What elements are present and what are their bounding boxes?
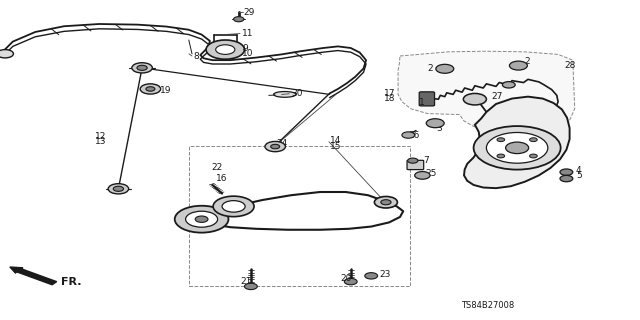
Circle shape xyxy=(146,87,155,91)
Circle shape xyxy=(374,196,397,208)
Circle shape xyxy=(244,283,257,290)
Circle shape xyxy=(381,200,391,205)
FancyBboxPatch shape xyxy=(407,160,424,170)
Circle shape xyxy=(497,154,505,158)
Text: 2: 2 xyxy=(525,57,531,66)
Circle shape xyxy=(222,201,245,212)
Text: 9: 9 xyxy=(242,44,248,53)
Circle shape xyxy=(206,40,244,59)
Circle shape xyxy=(0,50,13,58)
Circle shape xyxy=(509,61,527,70)
Circle shape xyxy=(529,138,537,142)
FancyBboxPatch shape xyxy=(419,92,435,106)
Text: 8: 8 xyxy=(193,52,199,60)
Circle shape xyxy=(506,142,529,154)
Text: 1: 1 xyxy=(419,98,425,107)
Text: 16: 16 xyxy=(216,174,228,183)
Circle shape xyxy=(140,84,161,94)
Text: 23: 23 xyxy=(379,270,390,279)
Text: 17: 17 xyxy=(384,89,396,98)
Text: 14: 14 xyxy=(330,136,341,145)
Circle shape xyxy=(271,144,280,149)
Text: 5: 5 xyxy=(576,171,582,180)
Circle shape xyxy=(365,273,378,279)
Circle shape xyxy=(426,119,444,128)
Text: 30: 30 xyxy=(291,89,303,98)
Circle shape xyxy=(474,126,561,170)
Text: TS84B27008: TS84B27008 xyxy=(461,301,514,310)
Text: 13: 13 xyxy=(95,137,106,146)
Circle shape xyxy=(137,65,147,70)
Circle shape xyxy=(529,154,537,158)
Circle shape xyxy=(402,132,415,138)
Circle shape xyxy=(213,196,254,217)
Text: 27: 27 xyxy=(492,92,503,101)
Text: 3: 3 xyxy=(436,124,442,133)
Text: 21: 21 xyxy=(240,277,252,286)
Text: 7: 7 xyxy=(424,156,429,165)
Text: 28: 28 xyxy=(564,61,576,70)
Text: 25: 25 xyxy=(426,169,437,178)
Circle shape xyxy=(436,64,454,73)
Circle shape xyxy=(265,141,285,152)
Circle shape xyxy=(497,138,505,142)
Circle shape xyxy=(344,278,357,285)
Circle shape xyxy=(502,82,515,88)
Text: 12: 12 xyxy=(95,132,106,140)
Text: 20: 20 xyxy=(340,274,352,283)
Text: 4: 4 xyxy=(576,166,582,175)
Circle shape xyxy=(408,158,418,163)
Text: 19: 19 xyxy=(160,86,172,95)
Circle shape xyxy=(486,132,548,163)
Circle shape xyxy=(186,211,218,227)
Circle shape xyxy=(216,45,235,54)
Circle shape xyxy=(560,175,573,182)
Circle shape xyxy=(113,186,124,191)
Text: 2: 2 xyxy=(428,64,433,73)
Circle shape xyxy=(234,17,244,22)
Bar xyxy=(189,146,410,286)
Polygon shape xyxy=(398,51,575,134)
Circle shape xyxy=(195,216,208,222)
Text: FR.: FR. xyxy=(61,277,81,287)
Text: 10: 10 xyxy=(242,49,253,58)
Circle shape xyxy=(415,172,430,179)
Circle shape xyxy=(175,206,228,233)
Text: 11: 11 xyxy=(242,29,253,38)
Circle shape xyxy=(108,184,129,194)
Text: 26: 26 xyxy=(408,131,420,140)
Circle shape xyxy=(463,93,486,105)
Text: 18: 18 xyxy=(384,94,396,103)
Circle shape xyxy=(560,169,573,175)
Polygon shape xyxy=(464,97,570,188)
Ellipse shape xyxy=(274,92,296,97)
FancyArrow shape xyxy=(10,267,57,285)
Text: 24: 24 xyxy=(276,139,288,148)
Text: 15: 15 xyxy=(330,142,341,151)
Text: 6: 6 xyxy=(488,159,493,168)
Text: 29: 29 xyxy=(243,8,255,17)
Text: 22: 22 xyxy=(211,163,223,172)
Circle shape xyxy=(132,63,152,73)
